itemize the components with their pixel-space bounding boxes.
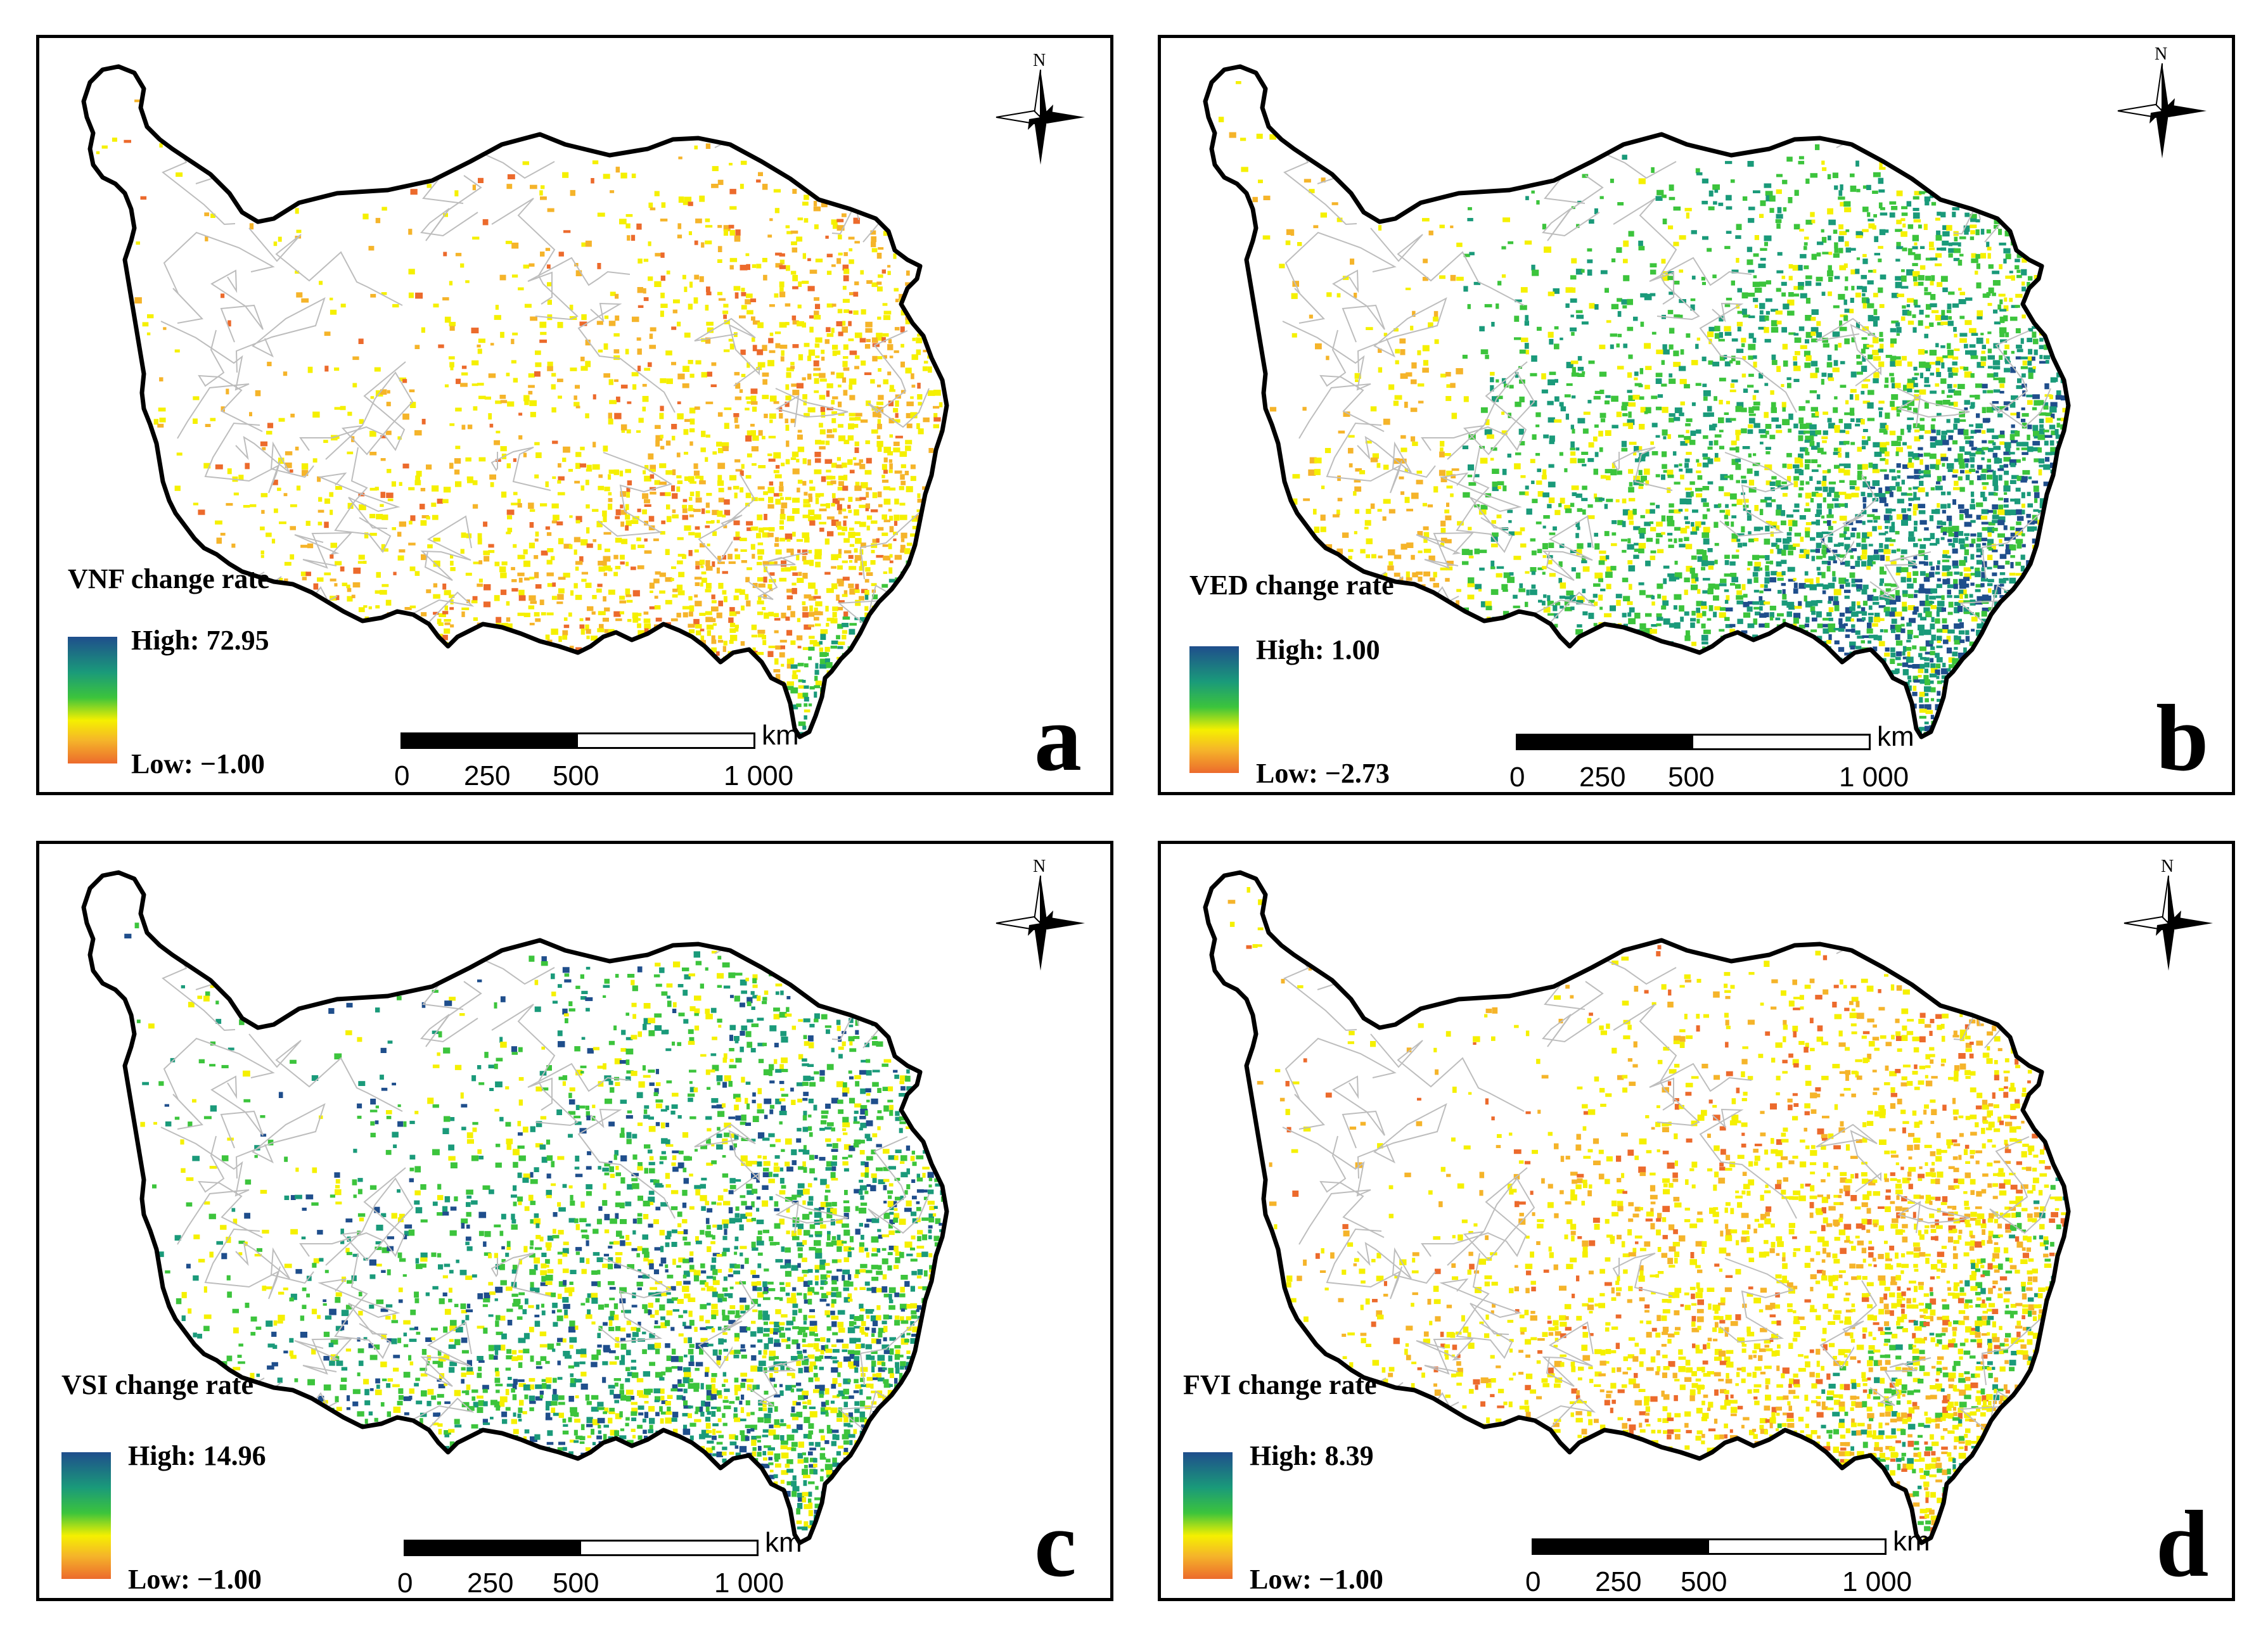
north-arrow-icon: N xyxy=(2111,44,2213,165)
legend-title: FVI change rate xyxy=(1183,1369,1377,1400)
legend-title: VNF change rate xyxy=(68,563,270,594)
scale-tick-1000: 1 000 xyxy=(724,760,794,791)
legend-color-ramp xyxy=(61,1452,111,1579)
scale-tick-250: 250 xyxy=(464,760,511,791)
north-label: N xyxy=(1033,51,1046,70)
panel-letter: a xyxy=(1034,686,1082,791)
legend-low-label: Low: −1.00 xyxy=(1250,1564,1383,1595)
legend-low-label: Low: −1.00 xyxy=(131,748,265,779)
plateau-boundary xyxy=(81,64,949,739)
legend-title: VED change rate xyxy=(1189,570,1394,601)
map-panel-d: N FVI change rate High: 8.39 Low: −1.00 … xyxy=(1158,841,2235,1601)
scale-tick-500: 500 xyxy=(1668,762,1715,793)
plateau-map xyxy=(81,64,949,739)
scale-tick-0: 0 xyxy=(1509,762,1525,793)
north-label: N xyxy=(2161,857,2174,876)
vegetation-change-raster xyxy=(96,99,947,737)
scale-tick-1000: 1 000 xyxy=(714,1568,785,1599)
scale-tick-250: 250 xyxy=(1579,762,1626,793)
panel-letter: d xyxy=(2156,1492,2209,1597)
scale-bar xyxy=(400,732,755,749)
scale-tick-0: 0 xyxy=(397,1568,413,1599)
legend-color-ramp xyxy=(68,637,117,763)
plateau-map xyxy=(1203,64,2071,739)
north-arrow-icon: N xyxy=(990,51,1091,171)
vegetation-change-raster xyxy=(124,923,947,1542)
scale-tick-1000: 1 000 xyxy=(1842,1566,1912,1597)
scale-tick-250: 250 xyxy=(467,1568,514,1599)
map-panel-c: N VSI change rate High: 14.96 Low: −1.00… xyxy=(36,841,1113,1601)
panel-letter: b xyxy=(2156,686,2209,791)
plateau-map xyxy=(81,870,949,1545)
plateau-boundary xyxy=(81,870,949,1545)
scale-bar xyxy=(1532,1538,1887,1555)
north-label: N xyxy=(2155,44,2168,64)
panel-letter: c xyxy=(1034,1492,1077,1597)
scale-tick-250: 250 xyxy=(1595,1566,1642,1597)
scale-unit: km xyxy=(1877,721,1914,752)
map-panel-a: N VNF change rate High: 72.95 Low: −1.00… xyxy=(36,35,1113,795)
scale-bar xyxy=(1516,734,1871,750)
north-label: N xyxy=(1033,857,1046,876)
plateau-boundary xyxy=(1203,64,2071,739)
legend-high-label: High: 8.39 xyxy=(1250,1440,1374,1471)
plateau-map xyxy=(1203,870,2071,1545)
legend-low-label: Low: −1.00 xyxy=(128,1564,262,1595)
legend-high-label: High: 1.00 xyxy=(1256,634,1380,665)
legend-low-label: Low: −2.73 xyxy=(1256,758,1390,789)
scale-tick-500: 500 xyxy=(1681,1566,1727,1597)
scale-tick-500: 500 xyxy=(553,760,599,791)
scale-unit: km xyxy=(762,720,799,751)
scale-unit: km xyxy=(1893,1526,1930,1557)
legend-color-ramp xyxy=(1183,1452,1233,1579)
north-arrow-icon: N xyxy=(2118,857,2219,977)
scale-tick-500: 500 xyxy=(553,1568,599,1599)
scale-tick-1000: 1 000 xyxy=(1839,762,1909,793)
scale-tick-0: 0 xyxy=(1525,1566,1541,1597)
legend-high-label: High: 14.96 xyxy=(128,1440,266,1471)
scale-tick-0: 0 xyxy=(394,760,410,791)
plateau-boundary xyxy=(1203,870,2071,1545)
scale-unit: km xyxy=(765,1527,802,1558)
legend-color-ramp xyxy=(1189,646,1239,773)
scale-bar xyxy=(404,1540,759,1556)
legend-title: VSI change rate xyxy=(61,1369,254,1400)
map-panel-b: N VED change rate High: 1.00 Low: −2.73 … xyxy=(1158,35,2235,795)
legend-high-label: High: 72.95 xyxy=(131,625,269,656)
north-arrow-icon: N xyxy=(990,857,1091,977)
